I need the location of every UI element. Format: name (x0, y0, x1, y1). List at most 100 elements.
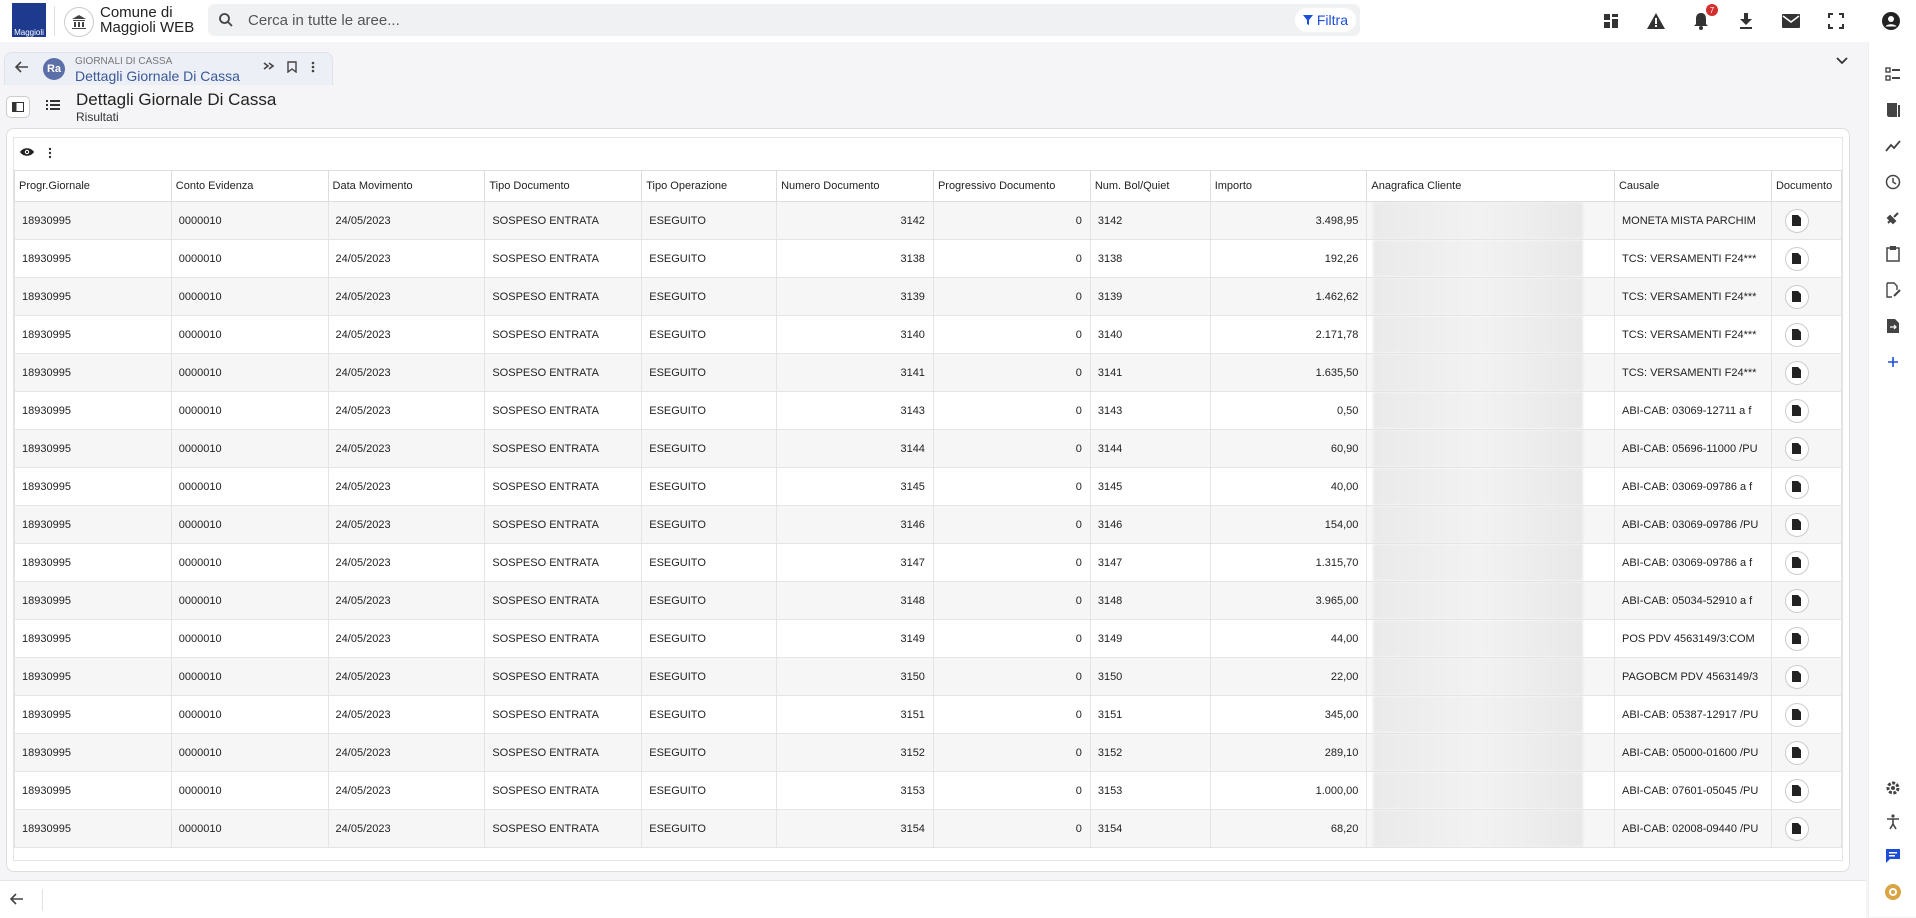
horizontal-scrollbar[interactable] (22, 860, 1812, 861)
table-row[interactable]: 18930995 0000010 24/05/2023 SOSPESO ENTRATA… (14, 239, 1842, 278)
column-header[interactable]: Progressivo Documento (932, 170, 1091, 202)
tab-section-label: GIORNALI DI CASSA (75, 56, 173, 67)
document-button[interactable] (1784, 550, 1809, 575)
bottom-back-icon[interactable] (10, 893, 24, 905)
column-header[interactable]: Numero Documento (776, 170, 934, 202)
column-header[interactable]: Documento (1770, 170, 1842, 202)
document-button[interactable] (1784, 398, 1809, 423)
table-row[interactable]: 18930995 0000010 24/05/2023 SOSPESO ENTRATA… (14, 543, 1842, 582)
table-row[interactable]: 18930995 0000010 24/05/2023 SOSPESO ENTRATA… (14, 581, 1842, 620)
help-circle-icon[interactable] (1883, 882, 1903, 902)
column-header[interactable]: Causale (1613, 170, 1772, 202)
mail-icon[interactable] (1780, 10, 1802, 32)
checklist-icon[interactable] (1883, 64, 1903, 84)
document-button[interactable] (1784, 816, 1809, 841)
search-placeholder[interactable]: Cerca in tutte le aree... (248, 12, 400, 29)
document-button[interactable] (1784, 626, 1809, 651)
bookmark-icon[interactable] (287, 61, 297, 73)
sidebar-toggle-button[interactable] (6, 96, 30, 118)
table-cell: ESEGUITO (641, 543, 778, 582)
table-row[interactable]: 18930995 0000010 24/05/2023 SOSPESO ENTRATA… (14, 771, 1842, 810)
table-row[interactable]: 18930995 0000010 24/05/2023 SOSPESO ENTRATA… (14, 619, 1842, 658)
global-search[interactable]: Cerca in tutte le aree... Filtra (208, 4, 1360, 36)
table-row[interactable]: 18930995 0000010 24/05/2023 SOSPESO ENTRATA… (14, 467, 1842, 506)
table-cell: 1.462,62 (1209, 277, 1368, 316)
column-header[interactable]: Anagrafica Cliente (1366, 170, 1615, 202)
grid-more-icon[interactable] (48, 147, 52, 159)
history-icon[interactable] (1883, 172, 1903, 192)
plus-icon[interactable] (1883, 352, 1903, 372)
column-header[interactable]: Data Movimento (327, 170, 486, 202)
column-header[interactable]: Tipo Operazione (641, 170, 778, 202)
table-row[interactable]: 18930995 0000010 24/05/2023 SOSPESO ENTRATA… (14, 657, 1842, 696)
fullscreen-icon[interactable] (1825, 10, 1847, 32)
back-arrow-icon[interactable] (15, 61, 29, 73)
blurred-content (1373, 240, 1584, 277)
settings-icon[interactable] (1883, 778, 1903, 798)
column-header[interactable]: Conto Evidenza (170, 170, 329, 202)
document-icon (1792, 481, 1802, 492)
account-icon[interactable] (1880, 10, 1902, 32)
app-title-line1: Comune di (100, 4, 173, 21)
document-button[interactable] (1784, 778, 1809, 803)
table-row[interactable]: 18930995 0000010 24/05/2023 SOSPESO ENTRATA… (14, 809, 1842, 848)
table-row[interactable]: 18930995 0000010 24/05/2023 SOSPESO ENTRATA… (14, 277, 1842, 316)
document-button[interactable] (1784, 436, 1809, 461)
download-icon[interactable] (1735, 10, 1757, 32)
accessibility-icon[interactable] (1883, 812, 1903, 832)
maggioli-logo[interactable]: Maggioli (12, 3, 46, 37)
doc-exchange-icon[interactable] (1883, 316, 1903, 336)
column-header[interactable]: Tipo Documento (484, 170, 643, 202)
anagrafica-cell-blurred (1366, 581, 1615, 620)
table-row[interactable]: 18930995 0000010 24/05/2023 SOSPESO ENTRATA… (14, 429, 1842, 468)
clipboard-icon[interactable] (1883, 244, 1903, 264)
document-button[interactable] (1784, 740, 1809, 765)
document-button[interactable] (1784, 512, 1809, 537)
document-button[interactable] (1784, 208, 1809, 233)
document-button[interactable] (1784, 702, 1809, 727)
municipality-icon[interactable] (64, 7, 94, 37)
list-icon[interactable] (46, 100, 60, 110)
column-header[interactable]: Num. Bol/Quiet (1089, 170, 1211, 202)
more-vert-icon[interactable] (311, 61, 315, 73)
warning-icon[interactable] (1645, 10, 1667, 32)
table-row[interactable]: 18930995 0000010 24/05/2023 SOSPESO ENTRATA… (14, 505, 1842, 544)
document-button[interactable] (1784, 246, 1809, 271)
table-row[interactable]: 18930995 0000010 24/05/2023 SOSPESO ENTRATA… (14, 733, 1842, 772)
link-icon[interactable] (263, 61, 275, 71)
table-cell: 3150 (1089, 657, 1211, 696)
table-cell: TCS: VERSAMENTI F24*** (1613, 239, 1772, 278)
filter-button[interactable]: Filtra (1294, 8, 1356, 32)
table-row[interactable]: 18930995 0000010 24/05/2023 SOSPESO ENTRATA… (14, 695, 1842, 734)
chat-icon[interactable] (1883, 846, 1903, 866)
tab-dettagli-giornale[interactable]: Ra GIORNALI DI CASSA Dettagli Giornale D… (4, 52, 333, 85)
book-icon[interactable] (1883, 100, 1903, 120)
blurred-content (1373, 772, 1584, 809)
notification-badge: 7 (1706, 4, 1718, 16)
eye-icon[interactable] (20, 147, 34, 157)
plugin-icon[interactable] (1883, 208, 1903, 228)
column-header[interactable]: Progr.Giornale (14, 170, 172, 202)
table-cell: SOSPESO ENTRATA (484, 353, 643, 392)
table-row[interactable]: 18930995 0000010 24/05/2023 SOSPESO ENTRATA… (14, 201, 1842, 240)
edit-doc-icon[interactable] (1883, 280, 1903, 300)
table-cell: ESEGUITO (641, 581, 778, 620)
document-button[interactable] (1784, 664, 1809, 689)
document-button[interactable] (1784, 284, 1809, 309)
document-cell (1770, 619, 1842, 658)
document-button[interactable] (1784, 588, 1809, 613)
table-cell: 18930995 (14, 201, 172, 240)
trend-icon[interactable] (1883, 136, 1903, 156)
table-row[interactable]: 18930995 0000010 24/05/2023 SOSPESO ENTRATA… (14, 391, 1842, 430)
table-cell: SOSPESO ENTRATA (484, 543, 643, 582)
bell-icon[interactable]: 7 (1690, 4, 1718, 32)
chevron-down-icon[interactable] (1836, 57, 1848, 65)
document-button[interactable] (1784, 360, 1809, 385)
apps-icon[interactable] (1600, 10, 1622, 32)
table-cell: ESEGUITO (641, 809, 778, 848)
column-header[interactable]: Importo (1209, 170, 1368, 202)
document-button[interactable] (1784, 322, 1809, 347)
table-row[interactable]: 18930995 0000010 24/05/2023 SOSPESO ENTRATA… (14, 315, 1842, 354)
table-row[interactable]: 18930995 0000010 24/05/2023 SOSPESO ENTRATA… (14, 353, 1842, 392)
document-button[interactable] (1784, 474, 1809, 499)
